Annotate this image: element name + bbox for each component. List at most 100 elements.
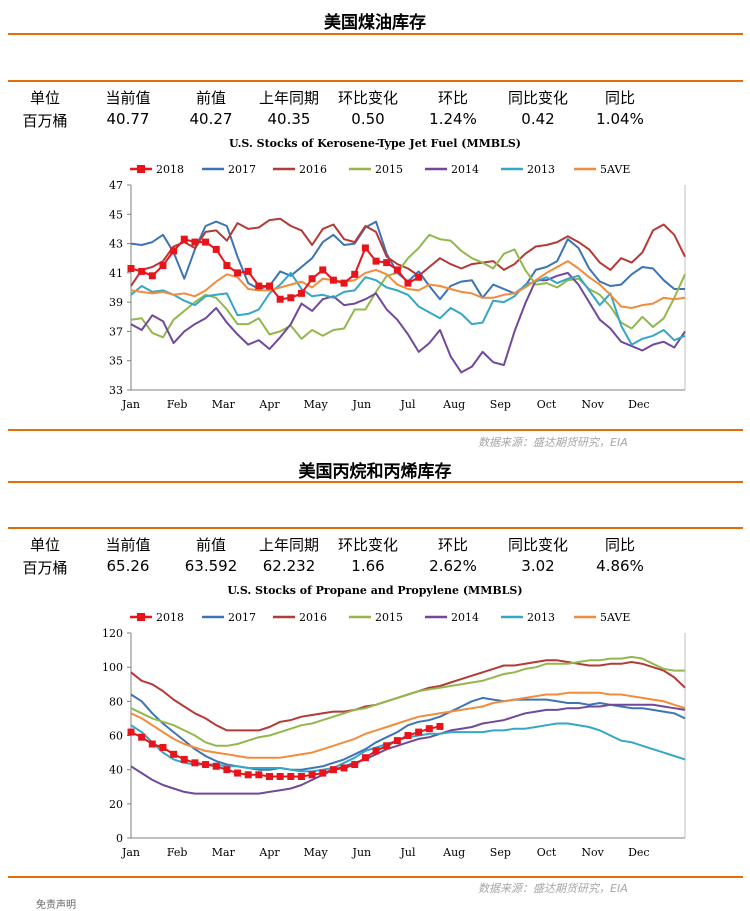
y-tick-label: 47 [109,179,123,192]
point-2018 [361,244,369,252]
point-2018 [244,771,252,779]
legend-item-2016: 2016 [273,611,327,624]
legend-label: 5AVE [600,163,630,176]
disclaimer-label: 免责声明 [36,900,76,911]
y-tick-label: 80 [109,695,123,708]
legend-label: 2013 [527,163,555,176]
x-tick-label: May [304,398,329,411]
value-cell: 40.35 [267,110,311,128]
x-tick-label: Sep [490,398,511,411]
point-2018 [340,764,348,772]
header-cell: 单位 [29,89,60,107]
header-cell: 单位 [29,536,60,554]
x-tick-label: Feb [167,846,188,859]
point-2018 [308,275,316,283]
point-2018 [297,289,305,297]
x-tick-label: Aug [442,846,465,859]
x-tick-label: Jan [121,398,140,411]
point-2018 [138,733,146,741]
legend-label: 2013 [527,611,555,624]
legend-item-2017: 2017 [202,611,256,624]
value-cell: 1.04% [596,110,644,128]
value-cell: 62.232 [262,557,316,575]
legend-item-5AVE: 5AVE [574,163,630,176]
legend-label: 2014 [451,163,479,176]
point-2018 [319,769,327,777]
x-tick-label: Jul [399,846,415,859]
point-2018 [383,742,391,750]
point-2018 [393,266,401,274]
legend-item-2014: 2014 [425,163,479,176]
y-tick-label: 41 [109,267,123,280]
point-2018 [415,273,423,281]
chart-title: U.S. Stocks of Kerosene-Type Jet Fuel (M… [229,137,521,150]
y-tick-label: 45 [109,208,123,221]
series-line-2015 [130,233,686,340]
value-cell: 1.24% [429,110,477,128]
legend-item-2014: 2014 [425,611,479,624]
x-tick-label: Mar [212,846,236,859]
point-2018 [212,762,220,770]
point-2018 [415,728,423,736]
point-2018 [287,773,295,780]
point-2018 [127,728,135,736]
legend-item-2015: 2015 [349,163,403,176]
x-tick-label: Mar [212,398,236,411]
value-cell: 百万桶 [22,559,68,577]
header-cell: 同比变化 [507,89,568,107]
point-2018 [202,238,210,246]
legend-item-2013: 2013 [501,163,555,176]
point-2018 [191,759,199,767]
x-tick-label: Apr [258,846,280,859]
point-2018 [180,755,188,763]
value-cell: 0.42 [521,110,555,128]
propane-chart: 0 20 40 60 80 100 120 Jan Feb Mar Apr May Jun Jul Aug S… [102,611,686,859]
legend-marker [137,613,145,621]
point-2018 [276,773,284,780]
point-2018 [393,737,401,745]
header-cell: 前值 [195,89,226,107]
y-tick-label: 0 [116,832,123,845]
x-tick-label: Jun [352,846,372,859]
divider-line [8,527,743,529]
point-2018 [276,295,284,303]
x-tick-label: Oct [537,398,557,411]
series-line-5AVE [130,691,686,759]
chart-title: U.S. Stocks of Propane and Propylene (MM… [227,584,523,597]
y-tick-label: 20 [109,798,123,811]
x-tick-label: Jun [352,398,372,411]
value-cell: 3.02 [521,557,555,575]
y-tick-label: 100 [102,661,123,674]
series-line-2013 [130,271,686,346]
point-2018 [234,769,242,777]
value-cell: 4.86% [596,557,644,575]
point-2018 [372,257,380,265]
point-2018 [191,238,199,246]
legend-label: 2016 [299,611,327,624]
header-cell: 同比 [604,89,635,107]
value-cell: 63.592 [184,557,238,575]
series-line-2014 [130,703,686,795]
point-2018 [436,722,444,730]
point-2018 [329,276,337,284]
x-tick-label: Aug [442,398,465,411]
value-cell: 65.26 [106,557,150,575]
y-tick-label: 35 [109,355,123,368]
x-tick-label: Dec [628,846,650,859]
value-cell: 百万桶 [22,112,68,130]
value-cell: 0.50 [351,110,385,128]
divider-line [8,80,743,82]
header-cell: 上年同期 [258,89,319,107]
stats-value-row: 百万桶 40.77 40.27 40.35 0.50 1.24% 0.42 1.… [0,110,750,132]
x-tick-label: Nov [581,846,604,859]
point-2018 [148,272,156,280]
legend-label: 2014 [451,611,479,624]
point-2018 [297,773,305,780]
divider-line [8,33,743,35]
source-note: 数据来源：盛达期货研究，EIA [478,436,628,449]
point-2018 [266,282,273,290]
header-cell: 同比变化 [507,536,568,554]
point-2018 [319,266,327,274]
point-2018 [329,766,337,774]
series-line-2015 [130,655,685,747]
